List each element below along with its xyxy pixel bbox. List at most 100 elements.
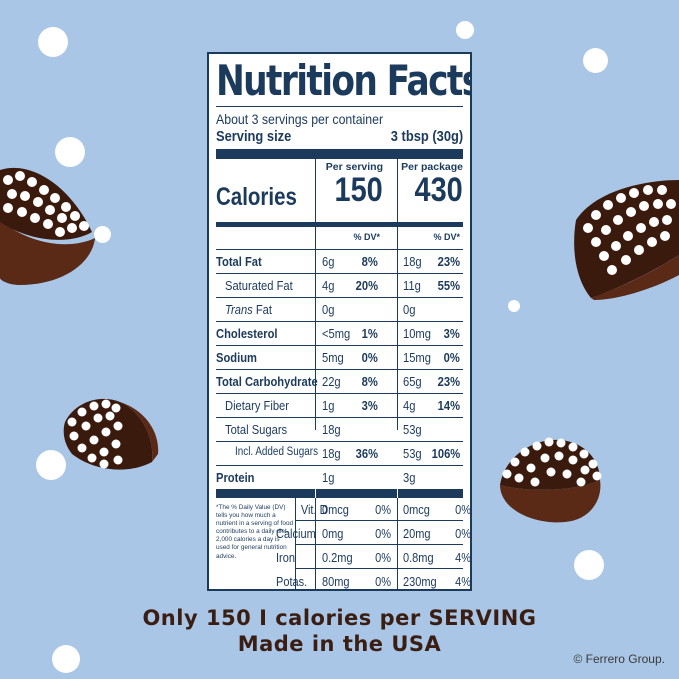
package-dv: 0% <box>455 527 471 541</box>
vitamin-name: Iron <box>276 551 295 565</box>
serving-amount: 0g <box>322 302 335 317</box>
package-amount: 0g <box>403 302 416 317</box>
vitamin-name: Potas. <box>276 575 308 589</box>
serving-dv: 8% <box>361 254 378 269</box>
serving-dv: 0% <box>375 575 391 589</box>
calories-per-package: 430 <box>414 171 463 209</box>
column-divider <box>315 498 316 589</box>
bg-dot <box>36 450 66 480</box>
package-amount: 15mg <box>403 350 431 365</box>
chocolate-candy-icon <box>500 437 602 523</box>
package-dv: 23% <box>437 374 460 389</box>
serving-amount: 0mg <box>322 527 344 541</box>
vitamin-row: Potas. 80mg 0% 230mg 4% <box>276 570 470 589</box>
serving-dv: 1% <box>361 326 378 341</box>
chocolate-candy-icon <box>574 180 679 300</box>
serving-amount: 6g <box>322 254 335 269</box>
nutrient-name: Dietary Fiber <box>225 398 290 413</box>
chocolate-candy-icon <box>63 398 159 470</box>
serving-dv: 0% <box>375 551 391 565</box>
package-amount: 20mg <box>403 527 431 541</box>
serving-amount: 22g <box>322 374 341 389</box>
serving-amount: 1g <box>322 398 335 413</box>
bg-dot <box>38 27 68 57</box>
package-dv: 0% <box>455 503 471 517</box>
serving-amount: 80mg <box>322 575 350 589</box>
serving-size-value: 3 tbsp (30g) <box>390 128 463 145</box>
serving-dv: 0% <box>375 503 391 517</box>
column-divider <box>295 498 296 589</box>
nutrient-name: Protein <box>216 470 255 485</box>
dv-footnote: *The % Daily Value (DV) tells you how mu… <box>216 504 294 560</box>
package-amount: 65g <box>403 374 422 389</box>
serving-amount: 5mg <box>322 350 344 365</box>
nutrient-row: Total Fat 6g 8% 18g 23% <box>216 249 463 273</box>
package-dv: 23% <box>437 254 460 269</box>
servings-per-container: About 3 servings per container <box>216 111 384 127</box>
package-dv: 4% <box>455 551 471 565</box>
serving-size-row: Serving size 3 tbsp (30g) <box>216 128 463 146</box>
serving-amount: 1g <box>322 470 335 485</box>
medium-divider <box>216 222 463 227</box>
package-amount: 53g <box>403 422 422 437</box>
calories-per-serving: 150 <box>334 171 383 209</box>
package-dv: 14% <box>437 398 460 413</box>
bg-dot <box>574 550 604 580</box>
nutrient-row: Trans Fat 0g 0g <box>216 297 463 321</box>
nutrient-row: Sodium 5mg 0% 15mg 0% <box>216 345 463 369</box>
serving-amount: 0mcg <box>322 503 349 517</box>
nutrient-row: Cholesterol <5mg 1% 10mg 3% <box>216 321 463 345</box>
calories-block: Calories Per serving Per package 150 430 <box>216 159 463 222</box>
per-package-header: Per package <box>401 161 463 173</box>
package-dv: 3% <box>443 326 460 341</box>
column-gap <box>397 489 398 498</box>
divider <box>216 106 463 107</box>
serving-dv: 0% <box>375 527 391 541</box>
calories-label: Calories <box>216 183 297 211</box>
package-dv: 0% <box>443 350 460 365</box>
thick-divider <box>216 489 463 498</box>
vitamins-block: *The % Daily Value (DV) tells you how mu… <box>216 498 470 589</box>
bg-dot <box>508 300 520 312</box>
package-amount: 0.8mg <box>403 551 434 565</box>
nutrient-name: Sodium <box>216 350 257 365</box>
package-amount: 0mcg <box>403 503 430 517</box>
nutrient-name: Saturated Fat <box>225 278 293 293</box>
nutrient-grid: Calories Per serving Per package 150 430… <box>216 159 463 489</box>
vitamin-row: Iron 0.2mg 0% 0.8mg 4% <box>276 546 470 569</box>
column-divider <box>397 498 398 589</box>
nutrient-name: Total Fat <box>216 254 262 269</box>
serving-amount: <5mg <box>322 326 351 341</box>
nutrient-row: Total Sugars 18g 53g <box>216 417 463 441</box>
copyright-notice: © Ferrero Group. <box>573 652 665 666</box>
tagline-made-in-usa: Made in the USA <box>237 632 442 656</box>
label-title: Nutrition Facts <box>216 56 472 105</box>
nutrient-name-italic: Trans <box>225 302 253 317</box>
per-serving-header: Per serving <box>325 161 383 173</box>
bg-dot <box>456 21 474 39</box>
column-divider <box>315 159 316 430</box>
serving-dv: 0% <box>361 350 378 365</box>
package-amount: 230mg <box>403 575 437 589</box>
package-amount: 18g <box>403 254 422 269</box>
vitamin-row: Calcium 0mg 0% 20mg 0% <box>276 522 470 545</box>
bg-dot <box>94 226 111 243</box>
nutrient-name-suffix: Fat <box>252 302 273 317</box>
nutrient-row: Total Carbohydrate 22g 8% 65g 23% <box>216 369 463 393</box>
nutrient-name: Incl. Added Sugars <box>235 446 319 458</box>
serving-dv: 36% <box>355 446 378 461</box>
nutrient-row: Protein 1g 3g <box>216 465 463 489</box>
serving-dv: 8% <box>361 374 378 389</box>
column-divider <box>397 159 398 430</box>
package-amount: 53g <box>403 446 422 461</box>
bg-dot <box>55 137 85 167</box>
serving-amount: 18g <box>322 446 341 461</box>
package-amount: 4g <box>403 398 416 413</box>
nutrient-name: Total Sugars <box>225 422 288 437</box>
package-dv: 106% <box>431 446 460 461</box>
nutrition-facts-label: Nutrition Facts About 3 servings per con… <box>207 52 472 591</box>
thick-divider <box>216 149 463 159</box>
nutrient-row: Dietary Fiber 1g 3% 4g 14% <box>216 393 463 417</box>
serving-amount: 18g <box>322 422 341 437</box>
